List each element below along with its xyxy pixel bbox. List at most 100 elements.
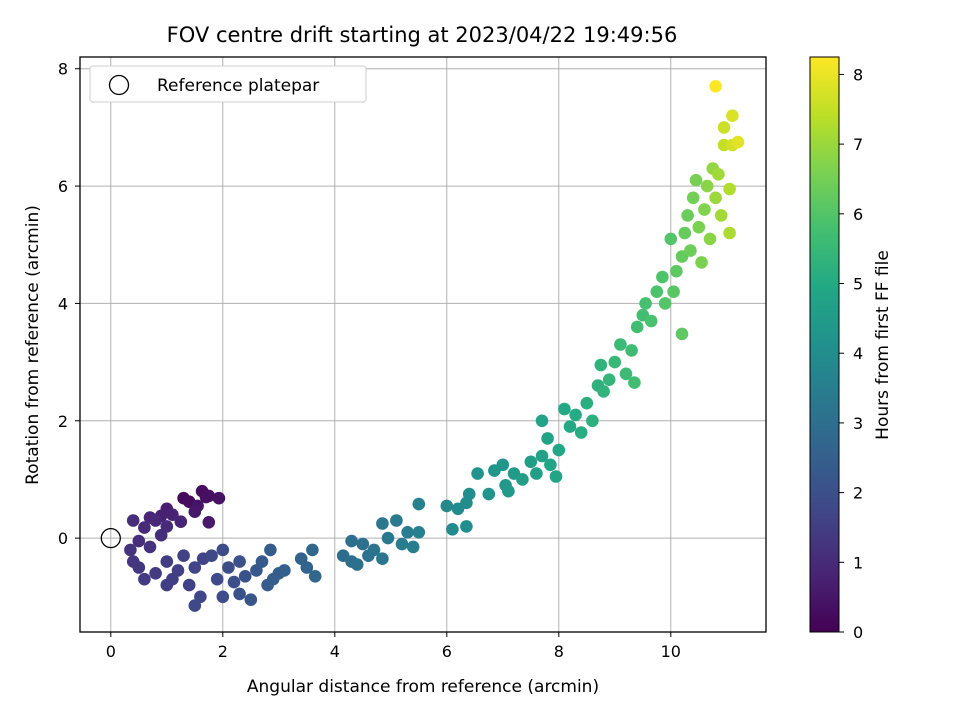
scatter-point xyxy=(401,526,414,539)
scatter-point xyxy=(124,543,137,557)
scatter-point xyxy=(544,458,557,472)
x-tick-label: 2 xyxy=(218,642,228,661)
scatter-point xyxy=(300,561,314,574)
scatter-point xyxy=(675,327,689,341)
scatter-point xyxy=(367,543,381,557)
scatter-point xyxy=(563,420,577,433)
scatter-point xyxy=(594,358,608,372)
scatter-point xyxy=(138,521,151,534)
colorbar-tick-label: 3 xyxy=(853,414,863,433)
scatter-point xyxy=(446,523,459,536)
colorbar-tick-label: 7 xyxy=(853,135,863,154)
scatter-point xyxy=(143,540,157,554)
scatter-point xyxy=(714,209,728,222)
scatter-point xyxy=(306,543,319,557)
scatter-point xyxy=(717,121,731,134)
scatter-point xyxy=(188,561,202,574)
x-tick-label: 4 xyxy=(330,642,340,661)
scatter-point xyxy=(723,182,736,196)
colorbar-tick-label: 5 xyxy=(853,275,863,294)
scatter-point xyxy=(530,467,543,480)
scatter-point xyxy=(182,578,196,592)
scatter-point xyxy=(381,531,395,545)
scatter-point xyxy=(376,517,389,530)
scatter-point xyxy=(625,344,638,357)
gridlines xyxy=(80,57,766,632)
y-tick-label: 8 xyxy=(58,60,68,79)
scatter-point xyxy=(602,373,616,387)
scatter-point xyxy=(132,534,146,548)
scatter-point xyxy=(205,549,218,562)
scatter-point xyxy=(440,499,454,513)
scatter-point xyxy=(656,270,669,284)
scatter-point xyxy=(628,376,641,389)
reference-platepar-marker xyxy=(100,527,121,549)
scatter-point xyxy=(709,191,722,205)
scatter-point xyxy=(496,458,510,472)
scatter-point xyxy=(535,449,549,463)
colorbar-label: Hours from first FF file xyxy=(873,250,893,440)
scatter-point xyxy=(171,564,185,577)
scatter-point xyxy=(222,561,235,574)
scatter-point xyxy=(177,549,190,562)
scatter-point xyxy=(244,593,258,606)
scatter-point xyxy=(684,244,697,257)
y-tick-label: 6 xyxy=(58,177,68,196)
scatter-point xyxy=(558,402,571,416)
plot-area-frame xyxy=(79,56,767,633)
scatter-point xyxy=(132,561,146,574)
colorbar-ticks: 0 1 2 3 4 5 6 7 8 xyxy=(839,65,863,642)
scatter-point xyxy=(227,575,241,589)
scatter-point xyxy=(502,484,515,498)
scatter-point xyxy=(712,168,725,181)
scatter-point xyxy=(188,505,202,518)
scatter-point xyxy=(255,555,269,568)
scatter-point xyxy=(482,487,496,501)
scatter-point xyxy=(406,540,420,554)
reference-point xyxy=(100,527,121,549)
scatter-point xyxy=(630,320,644,334)
scatter-point xyxy=(552,443,566,457)
scatter-points xyxy=(124,80,745,612)
scatter-point xyxy=(188,599,202,612)
y-tick-label: 2 xyxy=(58,412,68,431)
x-tick-label: 8 xyxy=(554,642,564,661)
scatter-point xyxy=(202,516,216,529)
scatter-point xyxy=(667,285,680,299)
colorbar-tick-label: 2 xyxy=(853,484,863,503)
scatter-point xyxy=(580,396,594,410)
scatter-point xyxy=(524,455,538,469)
scatter-point xyxy=(597,385,610,398)
scatter-point xyxy=(199,490,213,504)
scatter-point xyxy=(569,408,582,422)
scatter-point xyxy=(149,567,162,580)
scatter-point xyxy=(639,297,652,310)
scatter-point xyxy=(233,555,246,568)
scatter-point xyxy=(212,491,226,505)
scatter-point xyxy=(608,355,622,369)
scatter-point xyxy=(308,570,322,583)
y-tick-label: 0 xyxy=(58,529,68,548)
scatter-point xyxy=(460,520,473,533)
scatter-point xyxy=(412,526,426,539)
x-axis-label: Angular distance from reference (arcmin) xyxy=(247,677,599,697)
scatter-point xyxy=(166,508,179,521)
legend-label: Reference platepar xyxy=(157,76,319,96)
scatter-point xyxy=(462,487,476,501)
scatter-point xyxy=(233,587,246,601)
scatter-point xyxy=(174,515,188,528)
scatter-point xyxy=(619,367,633,381)
scatter-point xyxy=(395,537,409,551)
scatter-point xyxy=(138,572,151,586)
scatter-point xyxy=(541,432,554,445)
scatter-point xyxy=(695,256,708,269)
scatter-point xyxy=(516,473,529,486)
scatter-point xyxy=(266,572,280,586)
scatter-point xyxy=(574,426,588,439)
scatter-point xyxy=(658,297,672,310)
scatter-point xyxy=(356,537,370,551)
scatter-point xyxy=(726,109,739,122)
colorbar-tick-label: 4 xyxy=(853,344,863,363)
legend: Reference platepar xyxy=(89,65,367,103)
